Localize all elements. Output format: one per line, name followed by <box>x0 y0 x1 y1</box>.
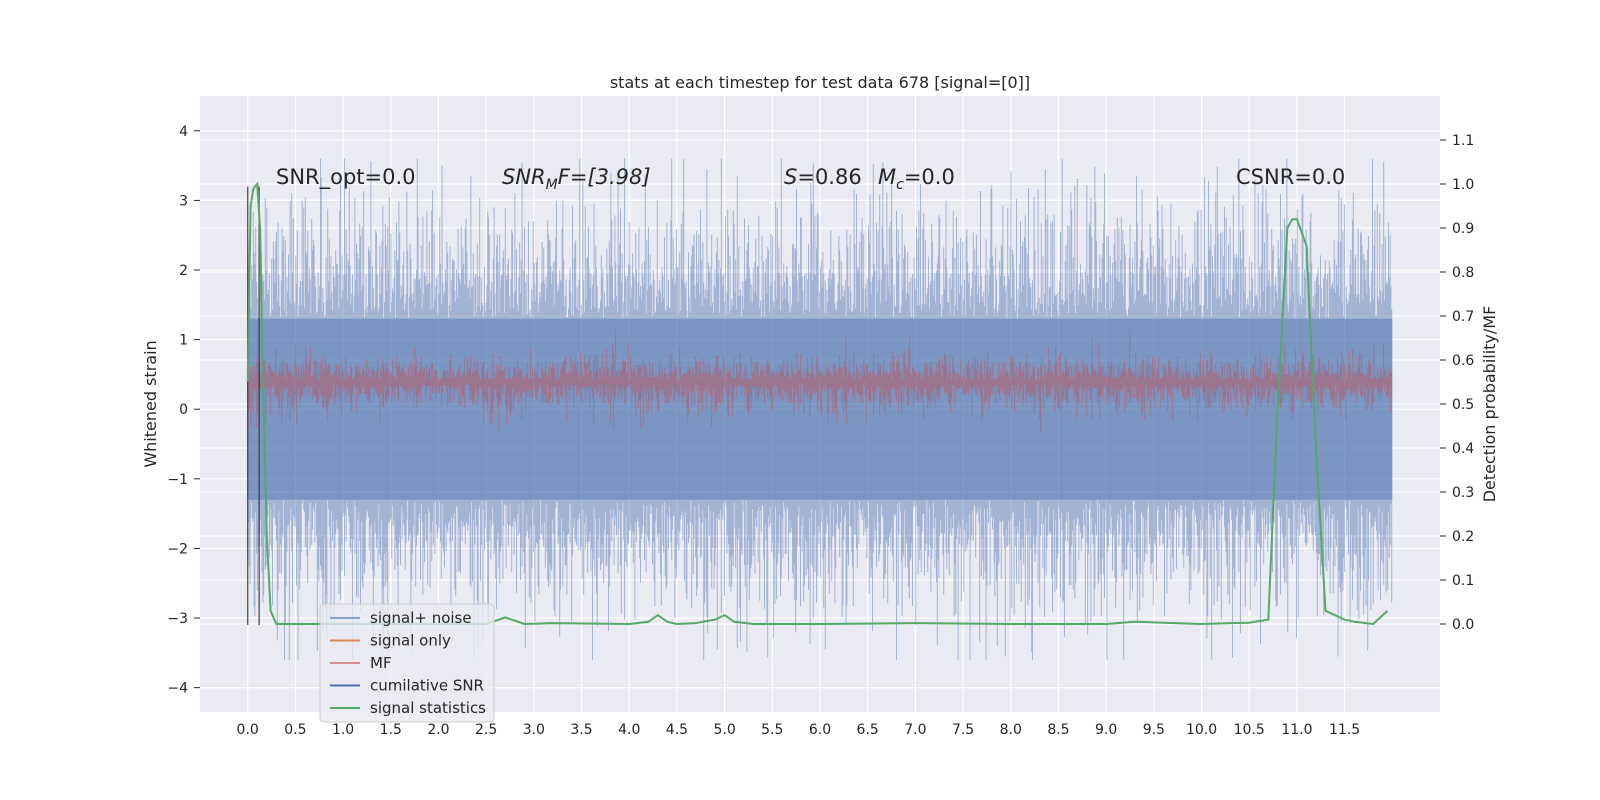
x-tick-label: 0.0 <box>237 722 259 738</box>
y-tick-label-right: 0.9 <box>1452 221 1474 237</box>
mc-sub: c <box>896 177 904 193</box>
y-tick-label-left: 3 <box>179 193 188 209</box>
signal-statistics-line <box>246 181 1389 626</box>
signal-statistics-polyline <box>246 181 1389 626</box>
x-tick-label: 8.0 <box>1000 722 1022 738</box>
y-ticks-left: −4 −3 −2 −1 0 1 2 3 4 <box>167 124 200 697</box>
x-tick-label: 2.0 <box>427 722 449 738</box>
legend: signal+ noise signal only MF cumilative SNR… <box>319 603 495 723</box>
x-tick-label: 7.0 <box>904 722 926 738</box>
y-tick-label-right: 1.1 <box>1452 133 1474 149</box>
x-tick-label: 3.5 <box>570 722 592 738</box>
legend-label: cumilative SNR <box>370 677 484 695</box>
x-tick-label: 6.0 <box>809 722 831 738</box>
chart-title: stats at each timestep for test data 678… <box>610 73 1030 92</box>
s-value: =0.86 <box>797 165 861 189</box>
x-tick-label: 11.5 <box>1329 722 1360 738</box>
x-tick-label: 1.0 <box>332 722 354 738</box>
x-tick-label: 7.5 <box>952 722 974 738</box>
y-tick-label-right: 0.3 <box>1452 485 1474 501</box>
annotation-mc: Mc=0.0 <box>878 165 955 193</box>
y-tick-label-right: 0.4 <box>1452 441 1474 457</box>
x-tick-label: 3.0 <box>523 722 545 738</box>
y-ticks-right: 0.0 0.1 0.2 0.3 0.4 0.5 0.6 0.7 0.8 0.9 1.0 1.1 <box>1440 133 1474 633</box>
x-tick-label: 10.5 <box>1234 722 1265 738</box>
y-tick-label-right: 0.8 <box>1452 265 1474 281</box>
legend-label: signal statistics <box>370 699 486 717</box>
y-tick-label-right: 0.2 <box>1452 529 1474 545</box>
snr-mf-sub: M <box>546 177 558 193</box>
x-tick-label: 10.0 <box>1186 722 1217 738</box>
signal-noise-core <box>247 318 1393 500</box>
x-tick-label: 5.5 <box>761 722 783 738</box>
x-tick-label: 1.5 <box>380 722 402 738</box>
annotation-snr-opt: SNR_opt=0.0 <box>276 165 416 190</box>
legend-label: signal only <box>370 632 451 650</box>
y-tick-label-right: 0.0 <box>1452 617 1474 633</box>
y-tick-label-left: −1 <box>167 472 188 488</box>
mc-value: =0.0 <box>904 165 955 189</box>
legend-label: signal+ noise <box>370 609 472 627</box>
snr-mf-label: SNR <box>502 165 546 189</box>
x-tick-label: 8.5 <box>1047 722 1069 738</box>
vertical-lines <box>246 186 260 625</box>
y-tick-label-right: 0.1 <box>1452 573 1474 589</box>
y-tick-label-left: 1 <box>179 333 188 349</box>
y-axis-label-right: Detection probability/MF <box>1480 306 1499 503</box>
legend-box <box>319 603 495 723</box>
x-tick-label: 5.0 <box>713 722 735 738</box>
y-tick-label-left: −2 <box>167 541 188 557</box>
y-tick-label-right: 0.7 <box>1452 309 1474 325</box>
annotation-csnr: CSNR=0.0 <box>1236 165 1345 189</box>
x-tick-label: 2.5 <box>475 722 497 738</box>
y-tick-label-left: 4 <box>179 124 188 140</box>
y-tick-label-left: 0 <box>179 402 188 418</box>
s-label: S <box>784 165 797 189</box>
legend-label: MF <box>370 654 392 672</box>
x-tick-label: 11.0 <box>1281 722 1312 738</box>
snr-mf-value: F=[3.98] <box>558 165 651 189</box>
signal-noise-band <box>247 158 1393 660</box>
y-tick-label-right: 1.0 <box>1452 177 1474 193</box>
annotation-snr-mf: SNRMF=[3.98] <box>502 165 651 193</box>
mc-label: M <box>878 165 896 189</box>
x-tick-label: 9.0 <box>1095 722 1117 738</box>
legend-items: signal+ noise signal only MF cumilative SNR… <box>330 609 486 717</box>
x-tick-label: 4.0 <box>618 722 640 738</box>
y-tick-label-right: 0.6 <box>1452 353 1474 369</box>
x-tick-label: 9.5 <box>1143 722 1165 738</box>
y-tick-label-left: 2 <box>179 263 188 279</box>
annotation-s: S=0.86 <box>784 165 862 189</box>
y-tick-label-left: −4 <box>167 681 188 697</box>
x-tick-label: 0.5 <box>284 722 306 738</box>
y-axis-label-left: Whitened strain <box>141 340 160 467</box>
y-tick-label-right: 0.5 <box>1452 397 1474 413</box>
y-tick-label-left: −3 <box>167 611 188 627</box>
x-tick-label: 6.5 <box>857 722 879 738</box>
x-ticks: 0.0 0.5 1.0 1.5 2.0 2.5 3.0 3.5 4.0 4.5 5.0 5.5 6.0 6… <box>237 722 1361 738</box>
x-tick-label: 4.5 <box>666 722 688 738</box>
grid <box>200 96 1440 712</box>
